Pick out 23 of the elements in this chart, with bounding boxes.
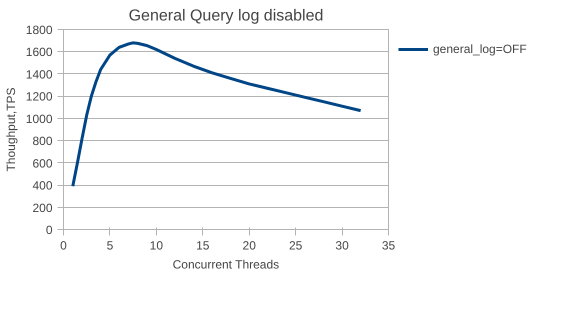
y-tick-label: 800: [32, 134, 53, 148]
line-series: [71, 41, 362, 188]
y-tick-label: 0: [46, 223, 53, 237]
x-tick-label: 0: [60, 238, 68, 252]
x-tick-label: 10: [150, 238, 164, 252]
y-tick-label: 600: [32, 156, 53, 170]
x-tick-label: 15: [196, 238, 210, 252]
y-axis-title: Thoughput,TPS: [4, 87, 18, 172]
x-tick-label: 35: [382, 238, 396, 252]
y-tick-label: 1400: [26, 67, 53, 82]
y-tick-label: 1600: [26, 45, 53, 60]
y-tick-label: 1200: [26, 90, 53, 104]
chart-title: General Query log disabled: [128, 8, 324, 24]
y-tick-label: 1000: [26, 112, 53, 126]
legend-label: general_log=OFF: [433, 42, 527, 56]
x-tick-label: 30: [335, 238, 350, 252]
y-tick-label: 400: [32, 178, 53, 193]
x-tick-label: 20: [242, 238, 256, 252]
y-tick-label: 1800: [26, 23, 53, 37]
x-axis-title: Concurrent Threads: [172, 258, 280, 272]
x-tick-label: 25: [288, 238, 303, 252]
x-tick-label: 5: [106, 238, 114, 252]
y-tick-label: 200: [32, 200, 53, 215]
